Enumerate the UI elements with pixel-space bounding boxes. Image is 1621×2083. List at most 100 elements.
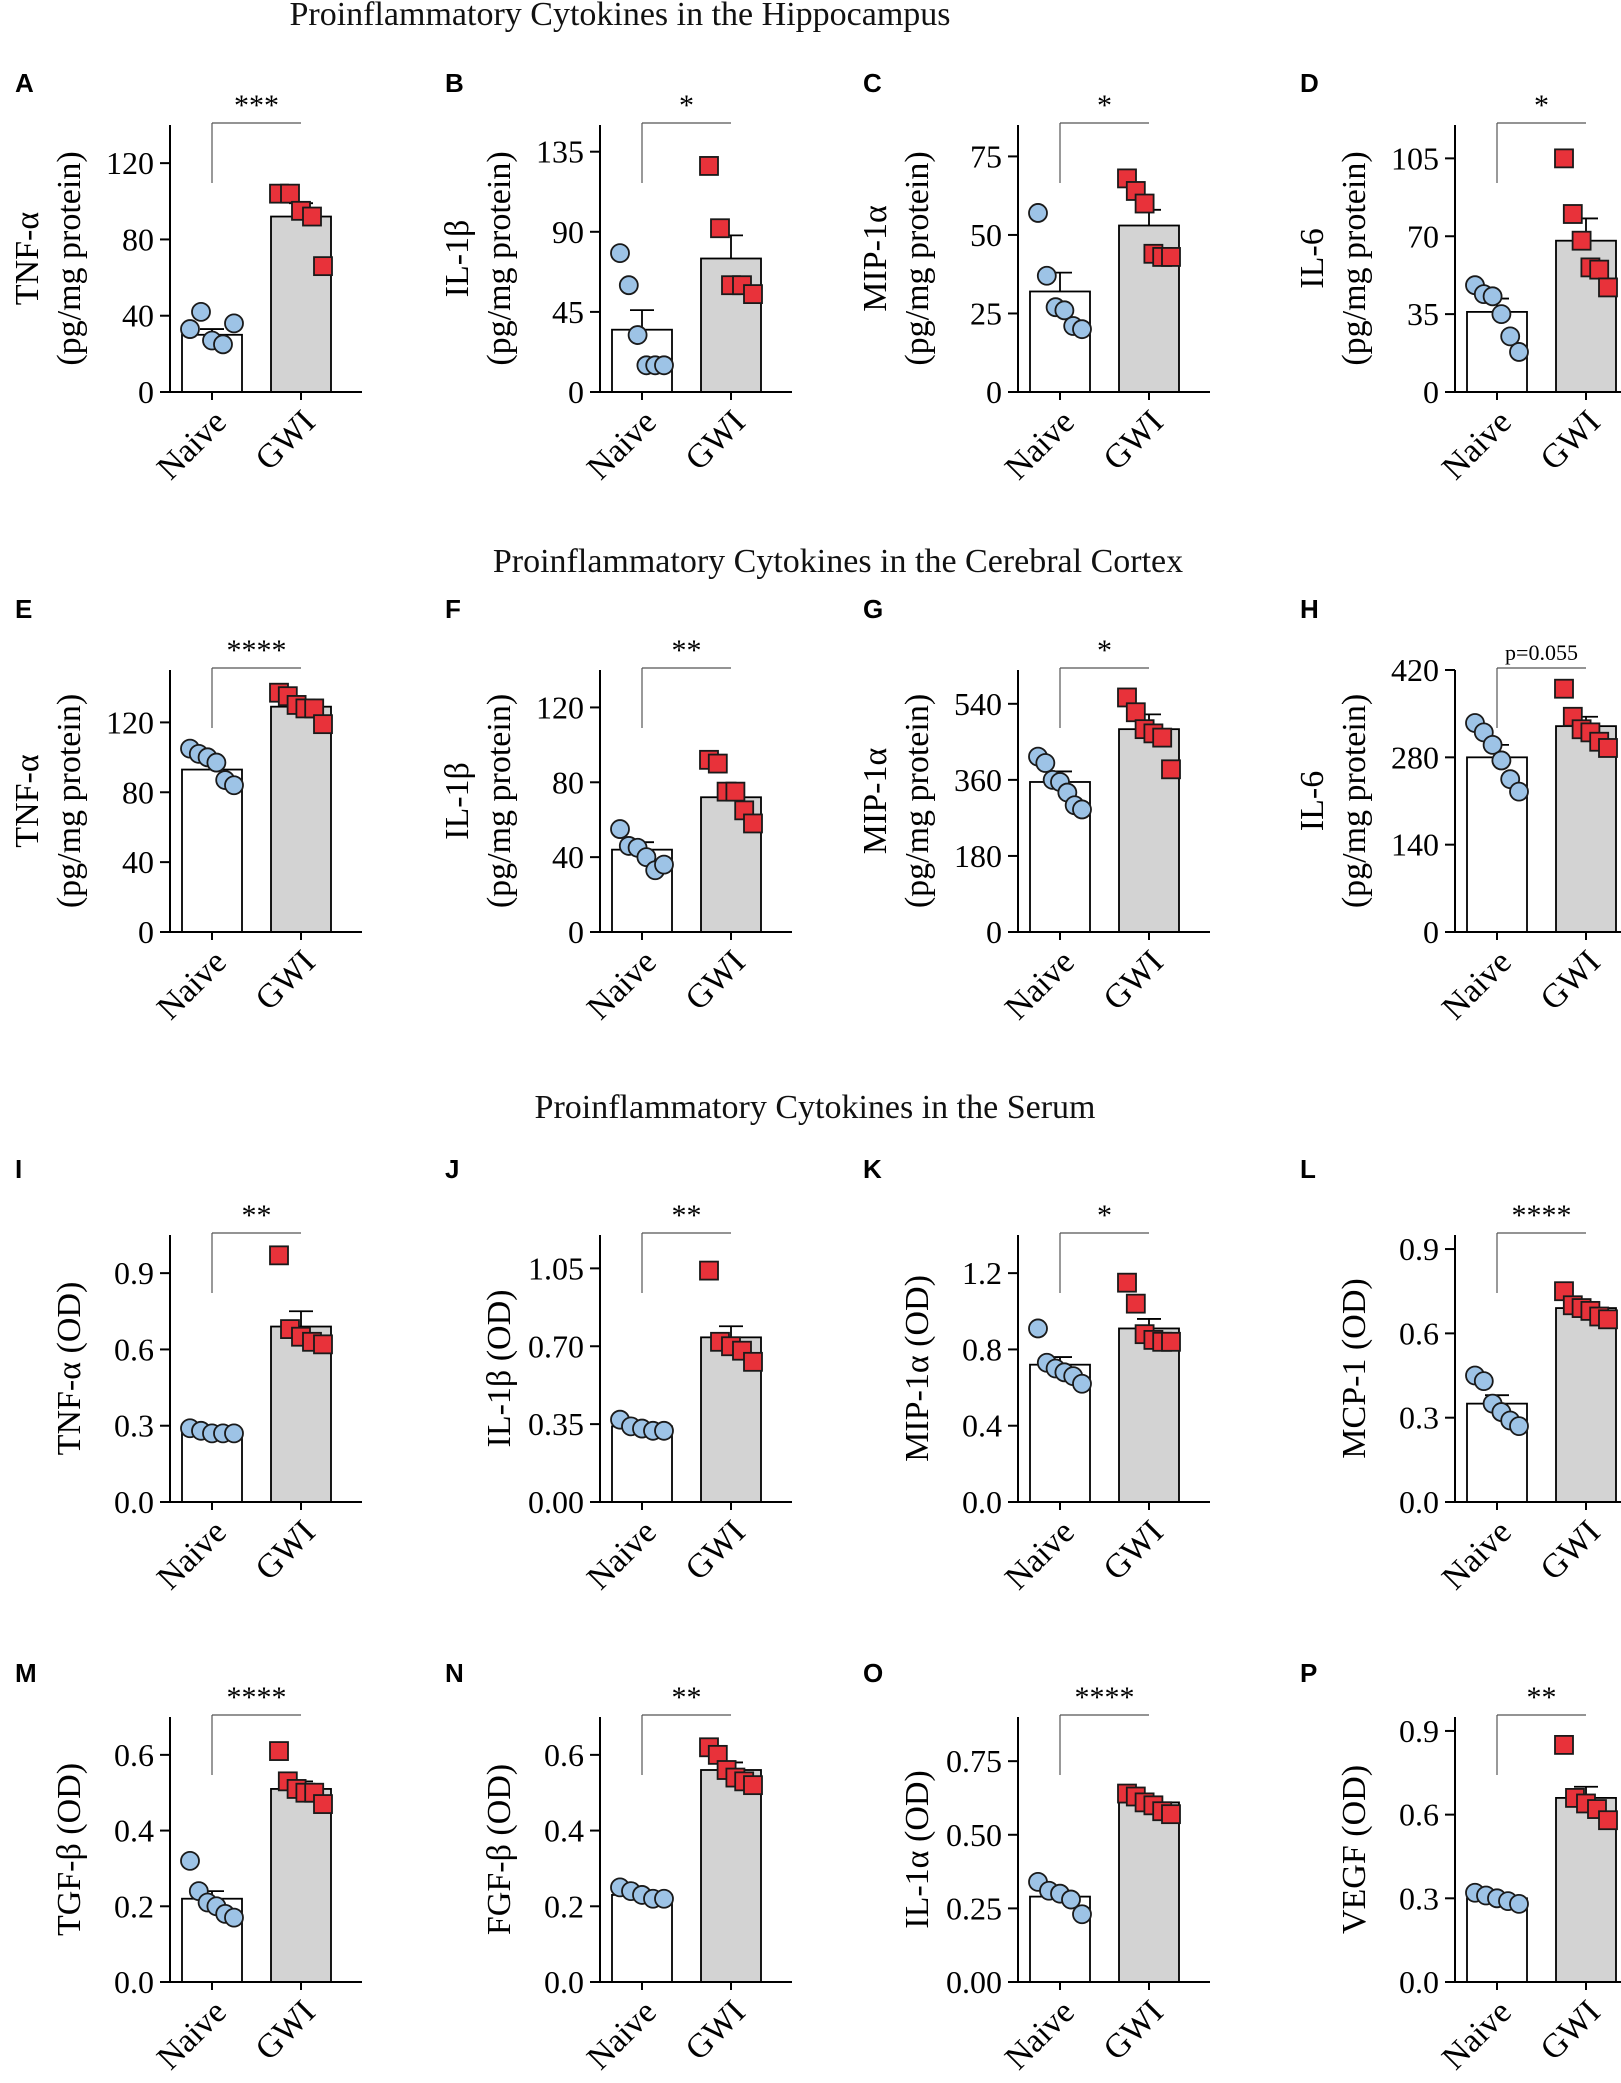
panel-letter: A (15, 68, 34, 98)
naive-point (1035, 753, 1056, 773)
x-category-label: GWI (678, 1513, 752, 1587)
gwi-point (743, 284, 763, 305)
y-axis-label: IL-1β (OD) (481, 1290, 518, 1448)
x-category-label: Naive (1435, 1513, 1519, 1597)
x-category-label: Naive (998, 1513, 1082, 1597)
gwi-point (1571, 230, 1592, 251)
y-tick-label: 0.6 (114, 1737, 154, 1773)
y-axis-label-unit: (pg/mg protein) (1336, 151, 1373, 365)
gwi-point (1161, 759, 1181, 780)
gwi-point (1589, 259, 1610, 280)
panel-c: C 0 25 50 75 MIP-1α (pg/mg protein) Naive GWI * (857, 68, 1210, 487)
panel-letter: J (445, 1154, 459, 1184)
y-tick-label: 420 (1391, 652, 1439, 688)
y-tick-label: 40 (122, 844, 154, 880)
significance-label: *** (234, 89, 279, 122)
y-tick-label: 0.0 (114, 1484, 154, 1520)
naive-point (213, 334, 233, 355)
y-tick-label: 70 (1407, 218, 1439, 254)
serum-section-title: Proinflammatory Cytokines in the Serum (535, 1089, 1096, 1126)
panel-letter: K (863, 1154, 882, 1184)
x-category-label: GWI (678, 1993, 752, 2067)
significance-label: * (1097, 89, 1112, 122)
x-category-label: GWI (678, 403, 752, 477)
y-axis-label: VEGF (OD) (1336, 1765, 1373, 1934)
panel-letter: H (1300, 594, 1319, 624)
naive-point (224, 1423, 244, 1444)
gwi-point (302, 206, 322, 227)
y-tick-label: 50 (970, 217, 1002, 253)
y-tick-label: 0.75 (946, 1743, 1002, 1779)
y-tick-label: 80 (122, 774, 154, 810)
naive-point (1509, 1893, 1529, 1914)
gwi-point (1554, 678, 1574, 699)
panel-j: J 0.00 0.35 0.70 1.05 IL-1β (OD) Naive GWI ** (445, 1154, 792, 1597)
naive-point (654, 854, 674, 875)
y-tick-label: 0.35 (528, 1406, 584, 1442)
y-axis-label-unit: (pg/mg protein) (899, 151, 936, 365)
y-tick-label: 0.6 (1399, 1315, 1439, 1351)
naive-point (1072, 799, 1092, 820)
y-tick-label: 120 (106, 704, 154, 740)
panel-k: K 0.0 0.4 0.8 1.2 MIP-1α (OD) Naive GWI * (863, 1154, 1210, 1597)
y-tick-label: 140 (1391, 827, 1439, 863)
naive-point (191, 301, 211, 322)
y-tick-label: 0.9 (1399, 1231, 1439, 1267)
y-tick-label: 0.6 (114, 1331, 154, 1367)
significance-label: **** (227, 1681, 287, 1714)
x-category-label: GWI (1533, 403, 1607, 477)
panel-letter: G (863, 594, 883, 624)
y-tick-label: 40 (552, 839, 584, 875)
panel-b: B 0 45 90 135 IL-1β (pg/mg protein) Naive GWI * (439, 68, 792, 487)
gwi-point (313, 1334, 333, 1355)
gwi-point (1554, 1734, 1574, 1755)
gwi-point (1598, 1810, 1618, 1831)
x-category-label: GWI (1096, 943, 1170, 1017)
y-tick-label: 0.2 (114, 1888, 154, 1924)
x-category-label: GWI (1533, 1993, 1607, 2067)
naive-point (224, 1907, 244, 1928)
significance-label: p=0.055 (1505, 640, 1578, 665)
y-tick-label: 0.4 (962, 1408, 1002, 1444)
x-category-label: Naive (580, 1993, 664, 2077)
x-category-label: Naive (150, 943, 234, 1027)
hippocampus-section-title: Proinflammatory Cytokines in the Hippoca… (289, 0, 950, 33)
significance-label: * (679, 89, 694, 122)
y-tick-label: 0.4 (114, 1813, 154, 1849)
significance-label: * (1097, 634, 1112, 667)
y-tick-label: 120 (106, 145, 154, 181)
panel-p: P 0.0 0.3 0.6 0.9 VEGF (OD) Naive GWI ** (1300, 1658, 1621, 2077)
panel-g: G 0 180 360 540 MIP-1α (pg/mg protein) Naive GWI… (857, 594, 1210, 1027)
gwi-bar (700, 1769, 762, 1983)
panel-n: N 0.0 0.2 0.4 0.6 FGF-β (OD) Naive GWI ** (445, 1658, 792, 2077)
x-category-label: GWI (1096, 403, 1170, 477)
naive-point (1054, 300, 1075, 321)
naive-point (1482, 734, 1503, 755)
x-category-label: Naive (580, 403, 664, 487)
y-tick-label: 0 (1423, 914, 1439, 950)
y-axis-label: FGF-β (OD) (481, 1764, 518, 1935)
x-category-label: GWI (678, 943, 752, 1017)
naive-point (224, 313, 244, 334)
x-category-label: GWI (1533, 943, 1607, 1017)
gwi-point (269, 1245, 289, 1266)
panel-o: O 0.00 0.25 0.50 0.75 IL-1α (OD) Naive GWI **** (863, 1658, 1210, 2077)
gwi-point (280, 183, 300, 204)
y-tick-label: 1.2 (962, 1255, 1002, 1291)
naive-point (180, 319, 200, 339)
y-tick-label: 0 (138, 374, 154, 410)
y-axis-label: IL-1β (439, 762, 476, 840)
y-axis-label-unit: (pg/mg protein) (481, 694, 518, 908)
y-axis-label: IL-1β (439, 220, 476, 298)
panel-e: E 0 40 80 120 TNF-α (pg/mg protein) Naive GWI ***… (9, 594, 362, 1027)
y-tick-label: 0.3 (114, 1408, 154, 1444)
naive-point (610, 819, 630, 839)
cortex-section-title: Proinflammatory Cytokines in the Cerebra… (493, 543, 1183, 580)
gwi-point (1134, 193, 1155, 214)
gwi-point (707, 753, 728, 774)
naive-point (1491, 750, 1512, 771)
naive-point (206, 752, 227, 773)
x-category-label: GWI (1096, 1513, 1170, 1587)
y-tick-label: 0 (986, 374, 1002, 410)
y-tick-label: 0.3 (1399, 1880, 1439, 1916)
